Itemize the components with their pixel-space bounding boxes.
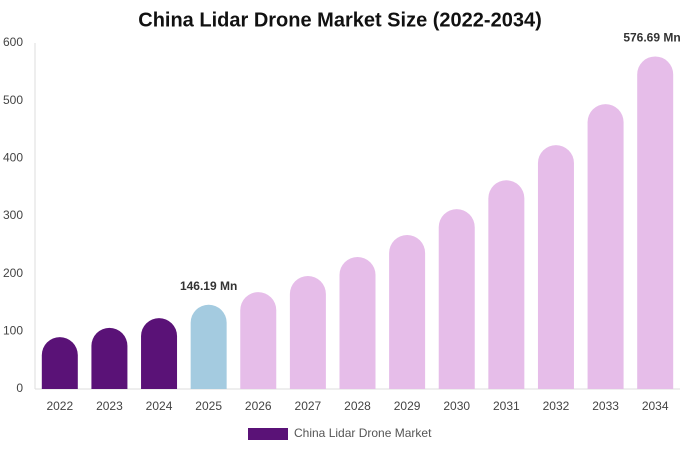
bar	[389, 235, 426, 389]
bar	[438, 209, 475, 389]
x-tick-label: 2030	[443, 399, 470, 413]
legend-swatch	[248, 428, 288, 440]
y-tick-label: 0	[16, 381, 23, 395]
x-tick-label: 2028	[344, 399, 371, 413]
y-tick-label: 600	[3, 35, 23, 49]
bar	[339, 256, 376, 389]
bar	[240, 292, 277, 389]
y-tick-label: 100	[3, 324, 23, 338]
value-label: 576.69 Mn	[623, 31, 680, 45]
x-tick-label: 2027	[295, 399, 322, 413]
bar	[141, 318, 178, 389]
x-tick-label: 2029	[394, 399, 421, 413]
value-label: 146.19 Mn	[180, 279, 237, 293]
y-tick-label: 500	[3, 93, 23, 107]
y-tick-label: 400	[3, 151, 23, 165]
bar	[537, 145, 574, 389]
y-tick-label: 300	[3, 208, 23, 222]
x-tick-label: 2034	[642, 399, 669, 413]
x-tick-label: 2033	[592, 399, 619, 413]
x-tick-label: 2022	[46, 399, 73, 413]
x-tick-label: 2024	[146, 399, 173, 413]
bar	[587, 104, 624, 390]
x-tick-label: 2026	[245, 399, 272, 413]
bar	[637, 56, 674, 389]
x-tick-label: 2032	[543, 399, 570, 413]
bar	[41, 337, 78, 389]
x-tick-label: 2031	[493, 399, 520, 413]
x-tick-label: 2023	[96, 399, 123, 413]
bar	[91, 327, 128, 389]
legend-label: China Lidar Drone Market	[294, 426, 432, 440]
x-tick-label: 2025	[195, 399, 222, 413]
bar	[289, 275, 326, 389]
bar	[190, 304, 227, 389]
bar	[488, 180, 525, 389]
y-tick-label: 200	[3, 266, 23, 280]
chart-title: China Lidar Drone Market Size (2022-2034…	[138, 9, 541, 31]
